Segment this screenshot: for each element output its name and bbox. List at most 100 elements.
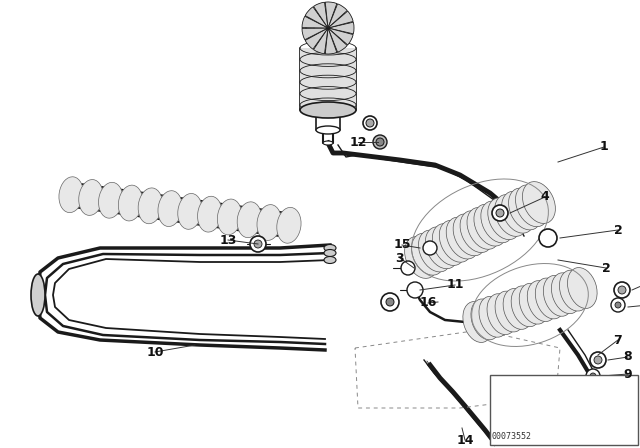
Wedge shape <box>325 2 337 28</box>
Ellipse shape <box>479 296 509 337</box>
Wedge shape <box>328 28 348 52</box>
Circle shape <box>250 236 266 252</box>
Circle shape <box>373 135 387 149</box>
Ellipse shape <box>323 141 333 145</box>
Ellipse shape <box>495 194 527 237</box>
Ellipse shape <box>519 283 549 324</box>
Circle shape <box>496 209 504 217</box>
Ellipse shape <box>552 273 581 314</box>
Ellipse shape <box>316 126 340 134</box>
Ellipse shape <box>237 202 262 237</box>
Ellipse shape <box>59 177 83 213</box>
Ellipse shape <box>467 207 500 249</box>
Circle shape <box>306 6 350 50</box>
Wedge shape <box>325 28 337 54</box>
Ellipse shape <box>509 188 541 230</box>
Text: 4: 4 <box>541 190 549 203</box>
Ellipse shape <box>471 299 500 340</box>
Ellipse shape <box>511 286 541 327</box>
Text: 9: 9 <box>624 367 632 380</box>
Wedge shape <box>314 2 328 28</box>
Circle shape <box>254 240 262 248</box>
Circle shape <box>594 356 602 364</box>
Ellipse shape <box>31 274 45 316</box>
Text: 00073552: 00073552 <box>492 432 532 441</box>
Ellipse shape <box>138 188 163 224</box>
Ellipse shape <box>495 291 525 332</box>
Ellipse shape <box>324 257 336 263</box>
Circle shape <box>590 352 606 368</box>
Ellipse shape <box>158 191 182 227</box>
Ellipse shape <box>522 181 556 224</box>
Circle shape <box>539 229 557 247</box>
Wedge shape <box>328 11 353 28</box>
Text: 14: 14 <box>456 434 474 447</box>
Ellipse shape <box>453 214 486 256</box>
Text: 11: 11 <box>446 279 464 292</box>
Ellipse shape <box>178 194 202 229</box>
Ellipse shape <box>535 278 565 319</box>
Circle shape <box>492 205 508 221</box>
Text: 2: 2 <box>602 262 611 275</box>
Ellipse shape <box>99 182 123 218</box>
Ellipse shape <box>79 180 103 215</box>
Circle shape <box>618 286 626 294</box>
Wedge shape <box>305 28 328 49</box>
Wedge shape <box>302 28 328 40</box>
Text: 2: 2 <box>614 224 622 237</box>
Circle shape <box>614 282 630 298</box>
Ellipse shape <box>426 227 458 269</box>
Text: 10: 10 <box>147 345 164 358</box>
Circle shape <box>366 119 374 127</box>
Ellipse shape <box>488 198 521 240</box>
Ellipse shape <box>433 224 465 266</box>
Circle shape <box>386 298 394 306</box>
Wedge shape <box>314 28 328 54</box>
Circle shape <box>423 241 437 255</box>
Ellipse shape <box>543 276 573 316</box>
Ellipse shape <box>324 250 336 257</box>
Text: 12: 12 <box>349 135 367 148</box>
Text: 16: 16 <box>419 297 436 310</box>
Circle shape <box>363 116 377 130</box>
Text: 8: 8 <box>624 350 632 363</box>
Ellipse shape <box>460 211 493 253</box>
Circle shape <box>611 298 625 312</box>
Ellipse shape <box>419 230 451 272</box>
Polygon shape <box>300 48 356 110</box>
Wedge shape <box>302 16 328 28</box>
Circle shape <box>381 293 399 311</box>
Ellipse shape <box>463 302 493 342</box>
Ellipse shape <box>324 245 336 251</box>
Ellipse shape <box>404 237 438 278</box>
Ellipse shape <box>257 205 281 241</box>
Ellipse shape <box>481 201 514 243</box>
Ellipse shape <box>527 280 557 322</box>
Circle shape <box>533 405 557 429</box>
Ellipse shape <box>474 204 507 246</box>
Circle shape <box>407 282 423 298</box>
Circle shape <box>586 369 600 383</box>
Ellipse shape <box>300 102 356 118</box>
Ellipse shape <box>515 185 548 227</box>
Ellipse shape <box>118 185 143 221</box>
Text: 3: 3 <box>396 251 404 264</box>
Wedge shape <box>328 28 353 45</box>
Ellipse shape <box>568 267 597 308</box>
Ellipse shape <box>276 207 301 243</box>
Circle shape <box>321 21 335 35</box>
Circle shape <box>314 14 342 42</box>
Wedge shape <box>305 7 328 28</box>
Wedge shape <box>328 4 348 28</box>
Circle shape <box>590 373 596 379</box>
Ellipse shape <box>218 199 242 235</box>
Circle shape <box>615 302 621 308</box>
Circle shape <box>376 138 384 146</box>
Ellipse shape <box>487 294 516 335</box>
Text: 13: 13 <box>220 233 237 246</box>
Ellipse shape <box>559 270 589 311</box>
Text: 15: 15 <box>393 238 411 251</box>
Circle shape <box>401 261 415 275</box>
Text: 7: 7 <box>614 333 622 346</box>
Ellipse shape <box>439 220 472 262</box>
